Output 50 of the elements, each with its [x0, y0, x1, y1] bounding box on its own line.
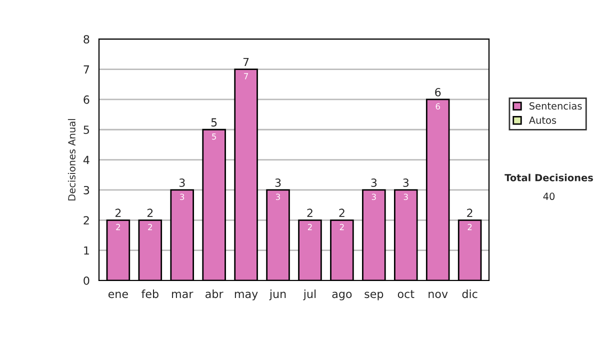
data-label: 2 — [308, 224, 312, 230]
x-tick-label: dic — [462, 290, 478, 298]
total-label: 2 — [147, 208, 153, 217]
x-tick-label: feb — [142, 290, 158, 298]
data-label: 3 — [180, 194, 184, 200]
x-tick-label: jul — [303, 290, 316, 300]
data-label: 2 — [340, 224, 344, 230]
total-label: 2 — [339, 208, 344, 217]
data-label: 6 — [436, 103, 440, 110]
data-label: 2 — [148, 224, 152, 230]
data-label: 2 — [468, 224, 472, 230]
x-tick-label: nov — [428, 292, 448, 298]
legend-label: Autos — [528, 116, 556, 124]
y-axis-title: Decisiones Anual — [68, 119, 76, 200]
x-tick-label: oct — [398, 290, 414, 298]
data-label: 5 — [212, 134, 216, 140]
x-tick-label: may — [234, 292, 258, 300]
x-tick-label: ago — [332, 292, 352, 300]
y-tick-label: 2 — [84, 216, 89, 224]
total-label: 5 — [211, 118, 217, 127]
x-tick-label: sep — [364, 292, 384, 300]
total-label: 3 — [371, 178, 377, 187]
data-label: 7 — [244, 73, 248, 80]
y-tick-label: 3 — [84, 186, 90, 194]
y-tick-label: 4 — [83, 156, 90, 164]
y-tick-label: 0 — [84, 276, 90, 285]
total-label: 3 — [179, 178, 185, 187]
y-tick-label: 7 — [84, 65, 90, 74]
total-label: 2 — [307, 208, 312, 217]
total-label: 2 — [115, 208, 121, 217]
text: Total Decisiones — [504, 174, 593, 182]
y-tick-label: 5 — [84, 126, 89, 134]
total-label: 6 — [435, 88, 441, 96]
text: 40 — [543, 192, 555, 200]
legend-label: Sentencias — [530, 102, 582, 110]
x-tick-label: abr — [206, 290, 224, 298]
data-label: 3 — [372, 194, 376, 200]
total-label: 3 — [275, 178, 281, 187]
y-tick-label: 1 — [84, 246, 89, 255]
y-tick-label: 8 — [84, 35, 90, 44]
data-label: 2 — [116, 224, 120, 230]
x-tick-label: mar — [172, 292, 194, 298]
total-label: 3 — [403, 178, 409, 187]
y-tick-label: 6 — [84, 95, 90, 104]
x-tick-label: ene — [108, 292, 128, 298]
x-tick-label: jun — [269, 290, 286, 300]
data-label: 3 — [404, 194, 408, 200]
data-label: 3 — [276, 194, 280, 200]
total-label: 7 — [243, 58, 249, 66]
total-label: 2 — [467, 208, 472, 217]
